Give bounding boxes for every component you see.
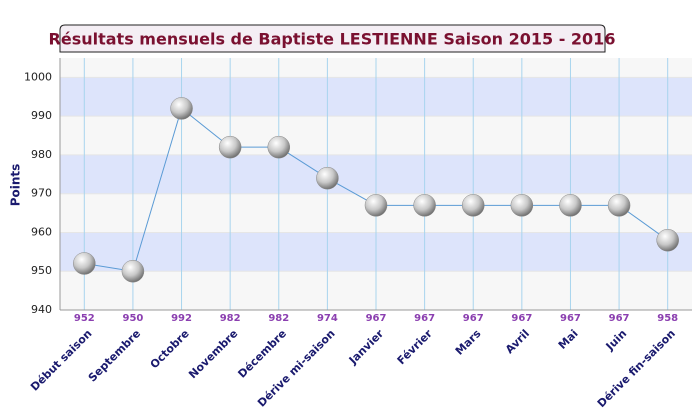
x-tick-label: Janvier [346, 327, 387, 368]
y-axis-label: Points [9, 164, 23, 207]
y-tick-label: 1000 [24, 70, 52, 83]
data-label: 992 [171, 313, 192, 324]
marker [170, 97, 193, 120]
marker [607, 194, 631, 217]
marker [510, 194, 534, 217]
chart-title: Résultats mensuels de Baptiste LESTIENNE… [49, 30, 616, 49]
x-tick-label: Mars [453, 327, 484, 358]
x-tick-label: Juin [603, 327, 630, 354]
data-label: 967 [366, 313, 387, 324]
data-label: 967 [560, 313, 581, 324]
marker [364, 194, 388, 217]
data-label: 974 [317, 313, 338, 324]
y-tick-label: 960 [31, 225, 52, 238]
x-tick-label: Novembre [186, 327, 240, 381]
marker [559, 194, 582, 217]
plot-area [59, 58, 692, 311]
y-tick-label: 980 [31, 148, 52, 161]
x-tick-label: Début saison [28, 327, 95, 394]
data-label: 967 [511, 313, 532, 324]
y-tick-label: 950 [31, 264, 52, 277]
data-label: 967 [463, 313, 484, 324]
data-label: 982 [268, 313, 289, 324]
y-tick-label: 970 [31, 187, 52, 200]
marker [267, 135, 291, 159]
data-label: 958 [657, 313, 678, 324]
data-label: 967 [414, 313, 435, 324]
y-tick-label: 940 [31, 303, 52, 316]
marker [316, 166, 339, 190]
y-tick-label: 990 [31, 109, 52, 122]
data-label: 982 [220, 313, 241, 324]
x-tick-label: Décembre [235, 327, 289, 381]
x-tick-label: Avril [503, 327, 532, 356]
title-box [59, 24, 606, 53]
marker [461, 194, 485, 217]
marker [121, 259, 145, 283]
data-label: 950 [122, 313, 143, 324]
x-tick-label: Février [395, 327, 436, 368]
marker [73, 252, 96, 275]
x-tick-label: Mai [556, 327, 581, 352]
data-label: 952 [74, 313, 95, 324]
data-label: 967 [609, 313, 630, 324]
marker [218, 135, 242, 159]
marker [656, 228, 679, 252]
x-tick-label: Septembre [86, 327, 143, 384]
marker [413, 194, 436, 217]
x-tick-label: Octobre [148, 327, 192, 371]
